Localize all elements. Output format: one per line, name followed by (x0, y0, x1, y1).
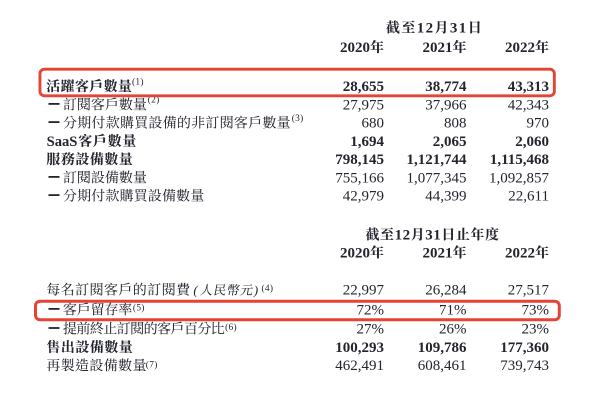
svg-text:(1): (1) (132, 76, 144, 87)
svg-text:808: 808 (444, 116, 467, 132)
svg-text:739,743: 739,743 (500, 358, 549, 374)
svg-text:(7): (7) (146, 360, 158, 371)
svg-text:26%: 26% (439, 321, 467, 337)
svg-text:37,966: 37,966 (425, 97, 467, 113)
svg-text:(2): (2) (148, 95, 160, 106)
svg-text:SaaS: SaaS (47, 134, 78, 150)
svg-text:27,517: 27,517 (508, 283, 550, 299)
svg-text:27,975: 27,975 (343, 97, 384, 113)
svg-text:12: 12 (395, 227, 411, 243)
svg-text:72%: 72% (357, 302, 385, 318)
svg-text:(4): (4) (262, 283, 274, 294)
svg-text:71%: 71% (439, 302, 467, 318)
svg-text:28,655: 28,655 (343, 79, 384, 95)
svg-text:23%: 23% (522, 321, 550, 337)
svg-text:22,611: 22,611 (508, 189, 549, 205)
svg-text:2020: 2020 (340, 40, 370, 56)
svg-text:109,786: 109,786 (418, 340, 467, 356)
svg-text:680: 680 (362, 116, 385, 132)
svg-text:2020: 2020 (340, 245, 370, 261)
svg-text:2021: 2021 (423, 40, 453, 56)
svg-text:970: 970 (527, 116, 550, 132)
svg-text:100,293: 100,293 (335, 340, 384, 356)
svg-text:42,343: 42,343 (508, 97, 549, 113)
svg-text:(5): (5) (133, 302, 145, 313)
svg-text:44,399: 44,399 (425, 189, 466, 205)
svg-text:31: 31 (450, 20, 468, 36)
svg-text:755,166: 755,166 (335, 170, 384, 186)
svg-text:26,284: 26,284 (425, 283, 467, 299)
svg-text:12: 12 (417, 20, 435, 36)
svg-text:2021: 2021 (423, 245, 453, 261)
svg-text:43,313: 43,313 (508, 79, 549, 95)
svg-text:22,997: 22,997 (343, 283, 385, 299)
svg-text:1,121,744: 1,121,744 (407, 152, 468, 168)
svg-text:2022: 2022 (505, 40, 535, 56)
svg-text:177,360: 177,360 (500, 340, 549, 356)
svg-text:38,774: 38,774 (425, 79, 467, 95)
svg-text:42,979: 42,979 (343, 189, 384, 205)
svg-text:608,461: 608,461 (418, 358, 467, 374)
svg-text:462,491: 462,491 (335, 358, 384, 374)
svg-text:73%: 73% (522, 302, 550, 318)
svg-text:2,060: 2,060 (515, 134, 549, 150)
svg-text:1,092,857: 1,092,857 (489, 170, 550, 186)
svg-text:27%: 27% (357, 321, 385, 337)
svg-text:1,694: 1,694 (350, 134, 384, 150)
svg-text:2022: 2022 (505, 245, 535, 261)
svg-text:(6): (6) (225, 322, 237, 333)
svg-text:(3): (3) (292, 113, 304, 124)
svg-text:1,115,468: 1,115,468 (490, 152, 549, 168)
svg-text:1,077,345: 1,077,345 (407, 170, 467, 186)
svg-text:798,145: 798,145 (335, 152, 384, 168)
svg-text:2,065: 2,065 (433, 134, 467, 150)
svg-text:31: 31 (425, 227, 441, 243)
